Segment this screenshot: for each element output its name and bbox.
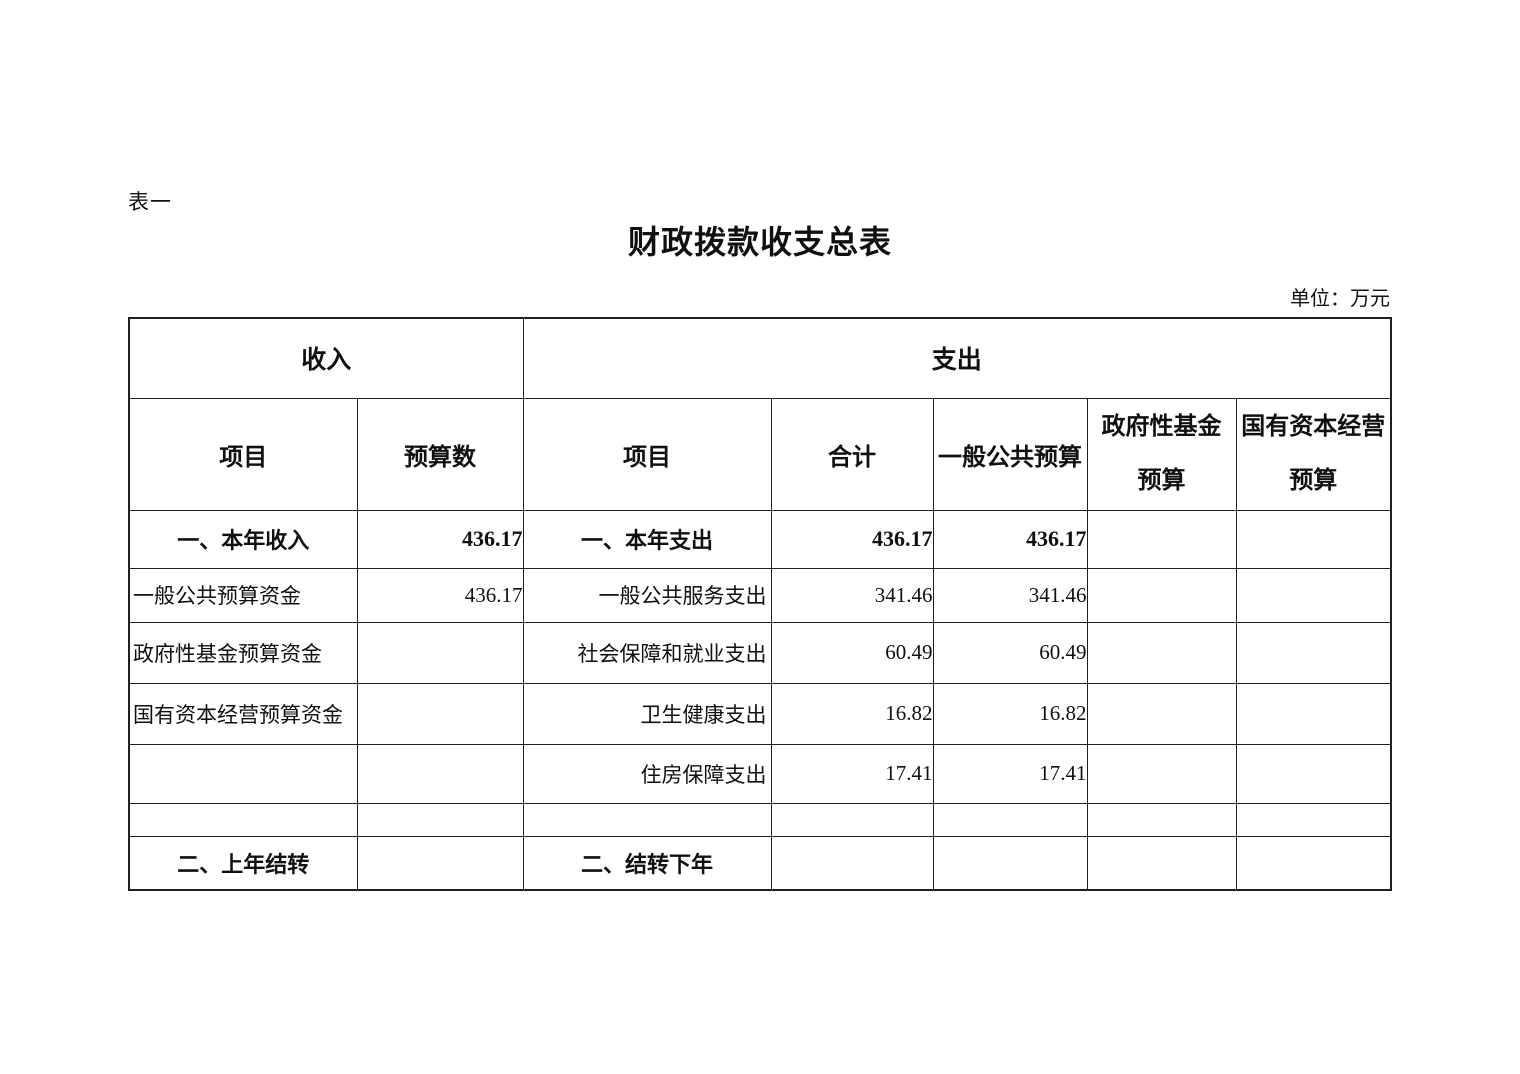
cell-income-item xyxy=(128,743,358,804)
table-number-label: 表一 xyxy=(128,190,172,214)
cell-total xyxy=(770,835,934,891)
col-header-state-capital-budget: 国有资本经营 预算 xyxy=(1235,397,1392,511)
cell-total: 60.49 xyxy=(770,621,934,684)
cell-income-budget xyxy=(356,835,524,891)
table-row: 一般公共预算资金 436.17 一般公共服务支出 341.46 341.46 xyxy=(128,567,1392,623)
cell-state-capital xyxy=(1235,621,1392,684)
cell-general-public: 436.17 xyxy=(932,509,1088,569)
cell-state-capital xyxy=(1235,743,1392,804)
cell-expense-item: 二、结转下年 xyxy=(522,835,772,891)
cell-income-budget: 436.17 xyxy=(356,567,524,623)
expense-section-header: 支出 xyxy=(522,317,1392,399)
cell-gov-fund xyxy=(1086,835,1237,891)
cell-total: 436.17 xyxy=(770,509,934,569)
cell-gov-fund xyxy=(1086,743,1237,804)
cell-total: 341.46 xyxy=(770,567,934,623)
cell-expense-item: 一、本年支出 xyxy=(522,509,772,569)
col-header-total: 合计 xyxy=(770,397,934,511)
cell-general-public: 341.46 xyxy=(932,567,1088,623)
col-header-gov-fund-line1: 政府性基金 xyxy=(1101,414,1222,440)
col-header-state-capital-line1: 国有资本经营 xyxy=(1241,414,1386,440)
unit-note: 单位：万元 xyxy=(1290,288,1390,310)
cell-gov-fund xyxy=(1086,682,1237,745)
cell-total xyxy=(770,802,934,837)
cell-general-public xyxy=(932,835,1088,891)
cell-state-capital xyxy=(1235,509,1392,569)
cell-general-public: 60.49 xyxy=(932,621,1088,684)
cell-total: 17.41 xyxy=(770,743,934,804)
table-row-carryover: 二、上年结转 二、结转下年 xyxy=(128,835,1392,891)
cell-income-item: 二、上年结转 xyxy=(128,835,358,891)
cell-income-budget xyxy=(356,802,524,837)
column-header-row: 项目 预算数 项目 合计 一般公共预算 政府性基金 预算 国有资本经营 预算 xyxy=(128,397,1392,511)
table-row: 政府性基金预算资金 社会保障和就业支出 60.49 60.49 xyxy=(128,621,1392,684)
cell-state-capital xyxy=(1235,682,1392,745)
cell-income-item: 一、本年收入 xyxy=(128,509,358,569)
cell-income-item xyxy=(128,802,358,837)
income-section-header: 收入 xyxy=(128,317,524,399)
cell-general-public xyxy=(932,802,1088,837)
cell-general-public: 17.41 xyxy=(932,743,1088,804)
table-row: 国有资本经营预算资金 卫生健康支出 16.82 16.82 xyxy=(128,682,1392,745)
cell-expense-item: 住房保障支出 xyxy=(522,743,772,804)
cell-total: 16.82 xyxy=(770,682,934,745)
col-header-state-capital-line2: 预算 xyxy=(1289,468,1338,494)
cell-income-budget xyxy=(356,621,524,684)
cell-income-budget xyxy=(356,743,524,804)
cell-state-capital xyxy=(1235,802,1392,837)
spacer-row xyxy=(128,802,1392,837)
budget-summary-table: 收入 支出 项目 预算数 项目 合计 一般公共预算 政府性基金 预算 国有资本经… xyxy=(128,317,1393,891)
table-row: 住房保障支出 17.41 17.41 xyxy=(128,743,1392,804)
cell-gov-fund xyxy=(1086,509,1237,569)
cell-expense-item xyxy=(522,802,772,837)
cell-income-budget: 436.17 xyxy=(356,509,524,569)
cell-state-capital xyxy=(1235,567,1392,623)
cell-general-public: 16.82 xyxy=(932,682,1088,745)
cell-gov-fund xyxy=(1086,802,1237,837)
cell-expense-item: 一般公共服务支出 xyxy=(522,567,772,623)
col-header-expense-item: 项目 xyxy=(522,397,772,511)
col-header-gov-fund-line2: 预算 xyxy=(1137,468,1186,494)
cell-expense-item: 社会保障和就业支出 xyxy=(522,621,772,684)
cell-state-capital xyxy=(1235,835,1392,891)
col-header-gov-fund-budget: 政府性基金 预算 xyxy=(1086,397,1237,511)
cell-gov-fund xyxy=(1086,621,1237,684)
table-row-current-year: 一、本年收入 436.17 一、本年支出 436.17 436.17 xyxy=(128,509,1392,569)
col-header-income-budget: 预算数 xyxy=(356,397,524,511)
cell-income-item: 政府性基金预算资金 xyxy=(128,621,358,684)
cell-gov-fund xyxy=(1086,567,1237,623)
section-header-row: 收入 支出 xyxy=(128,317,1392,399)
col-header-income-item: 项目 xyxy=(128,397,358,511)
cell-expense-item: 卫生健康支出 xyxy=(522,682,772,745)
cell-income-item: 一般公共预算资金 xyxy=(128,567,358,623)
cell-income-budget xyxy=(356,682,524,745)
document-title: 财政拨款收支总表 xyxy=(627,224,892,260)
cell-income-item: 国有资本经营预算资金 xyxy=(128,682,358,745)
col-header-general-public-budget: 一般公共预算 xyxy=(932,397,1088,511)
